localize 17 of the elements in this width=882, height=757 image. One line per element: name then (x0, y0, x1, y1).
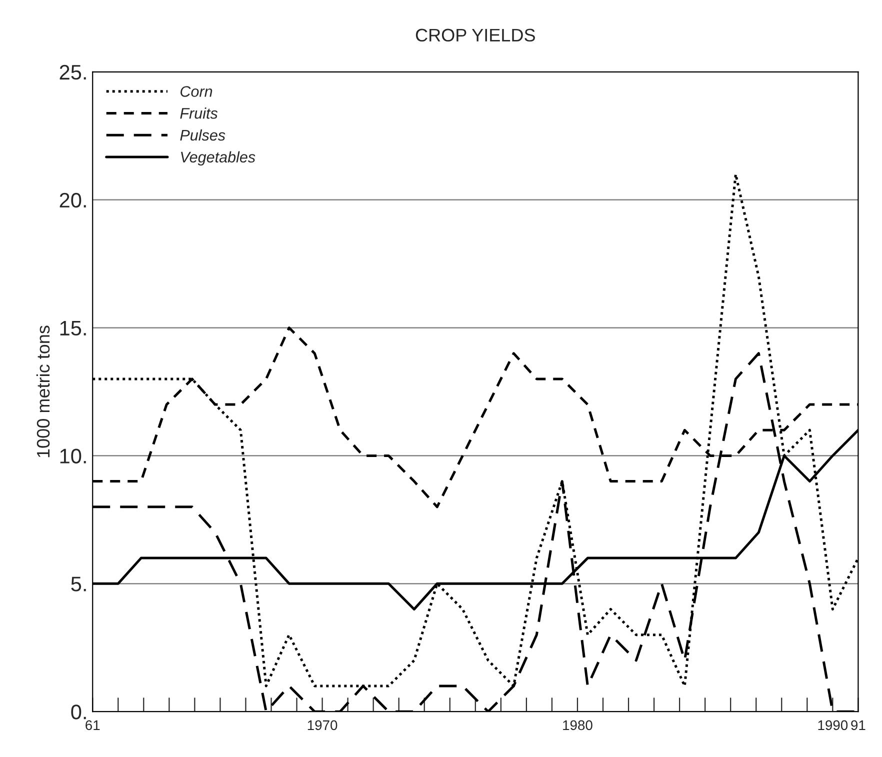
x-tick-label: 1990 (818, 720, 848, 730)
legend-label: Corn (180, 86, 212, 97)
y-tick-label: 0. (71, 704, 86, 720)
y-tick-label: 20. (60, 192, 86, 208)
x-tick-label: 1970 (308, 720, 338, 730)
x-tick-label: 61 (86, 720, 100, 730)
x-tick-label: 91 (851, 720, 866, 730)
y-tick-label: 10. (60, 448, 86, 464)
y-tick-label: 15. (60, 320, 86, 336)
legend-label: Fruits (180, 108, 218, 119)
y-tick-label: 5. (71, 576, 86, 592)
y-tick-label: 25. (60, 64, 86, 80)
legend-label: Pulses (180, 129, 226, 141)
x-tick-label: 1980 (563, 720, 592, 730)
y-axis-title: 1000 metric tons (36, 326, 50, 458)
legend-label: Vegetables (181, 151, 256, 166)
chart-title: CROP YIELDS (416, 28, 535, 42)
